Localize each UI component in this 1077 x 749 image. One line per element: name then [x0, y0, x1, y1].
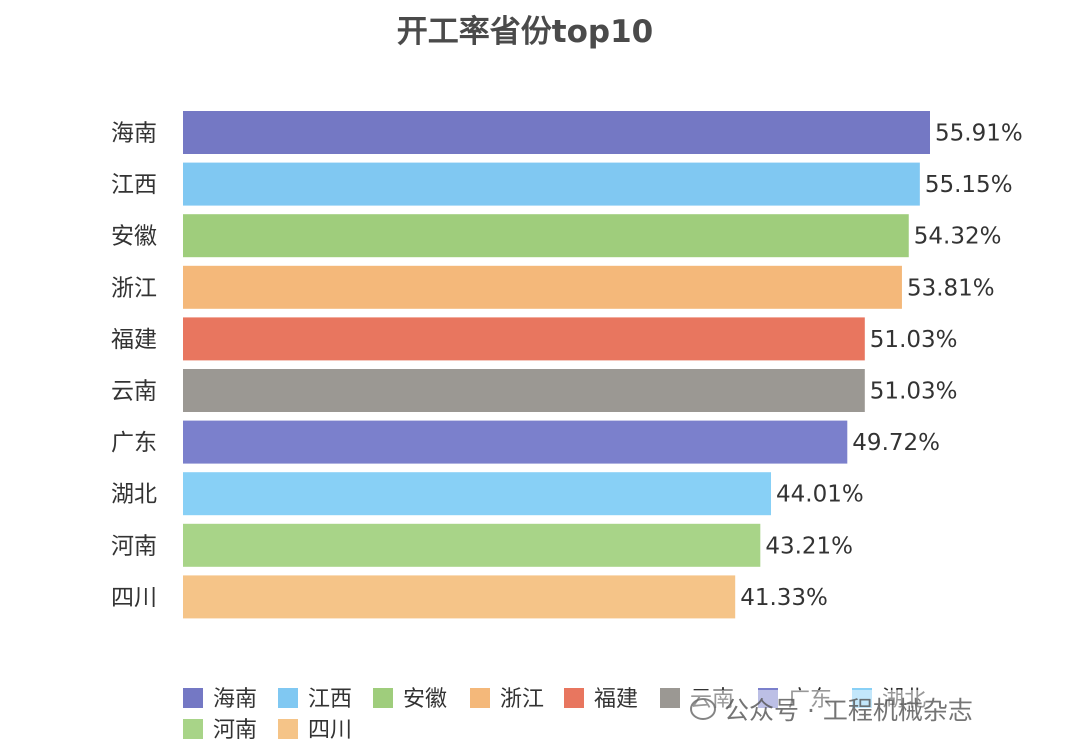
data-label: 44.01%	[776, 482, 864, 508]
watermark: 公众号 · 工程机械杂志	[690, 690, 1060, 728]
legend-label: 福建	[594, 687, 638, 712]
legend-swatch	[564, 688, 584, 708]
data-label: 51.03%	[870, 379, 958, 405]
data-label: 55.91%	[935, 121, 1023, 147]
category-label: 四川	[111, 585, 157, 611]
bar	[183, 317, 865, 361]
legend-swatch	[660, 688, 680, 708]
legend-swatch	[470, 688, 490, 708]
bar	[183, 369, 865, 412]
bar	[183, 214, 909, 258]
data-label: 41.33%	[740, 585, 828, 611]
category-label: 福建	[111, 327, 157, 353]
legend-swatch	[183, 688, 203, 708]
category-label: 浙江	[111, 275, 157, 301]
bar	[183, 265, 902, 309]
category-label: 云南	[111, 379, 157, 405]
category-label: 安徽	[111, 224, 157, 250]
category-label: 江西	[111, 172, 157, 198]
data-label: 43.21%	[765, 533, 853, 559]
category-label: 河南	[111, 533, 157, 559]
legend-swatch	[852, 688, 872, 708]
legend-label: 江西	[308, 687, 352, 712]
data-label: 54.32%	[914, 224, 1002, 250]
legend-label: 海南	[213, 687, 257, 712]
legend-label: 湖北	[882, 687, 926, 712]
bar	[183, 420, 848, 464]
legend-swatch	[373, 688, 393, 708]
watermark-text: 公众号 · 工程机械杂志	[724, 696, 973, 725]
legend-label: 河南	[213, 718, 257, 743]
legend-swatch	[278, 719, 298, 739]
legend-swatch	[183, 719, 203, 739]
data-label: 49.72%	[852, 430, 940, 456]
category-label: 广东	[111, 430, 157, 456]
legend-label: 浙江	[500, 687, 544, 712]
data-label: 55.15%	[925, 172, 1013, 198]
category-label: 海南	[111, 121, 157, 147]
legend-swatch	[758, 688, 778, 708]
legend-swatch	[278, 688, 298, 708]
legend-label: 四川	[308, 718, 352, 743]
bar	[183, 111, 930, 154]
bar	[183, 523, 761, 567]
data-label: 53.81%	[907, 275, 995, 301]
data-label: 51.03%	[870, 327, 958, 353]
chart-title: 开工率省份top10	[396, 14, 654, 50]
bar	[183, 472, 772, 516]
legend-label: 广东	[788, 687, 832, 712]
bar	[183, 162, 920, 206]
wechat-icon	[690, 698, 716, 720]
bar	[183, 575, 736, 619]
legend-label: 安徽	[403, 687, 447, 712]
category-label: 湖北	[111, 482, 157, 508]
